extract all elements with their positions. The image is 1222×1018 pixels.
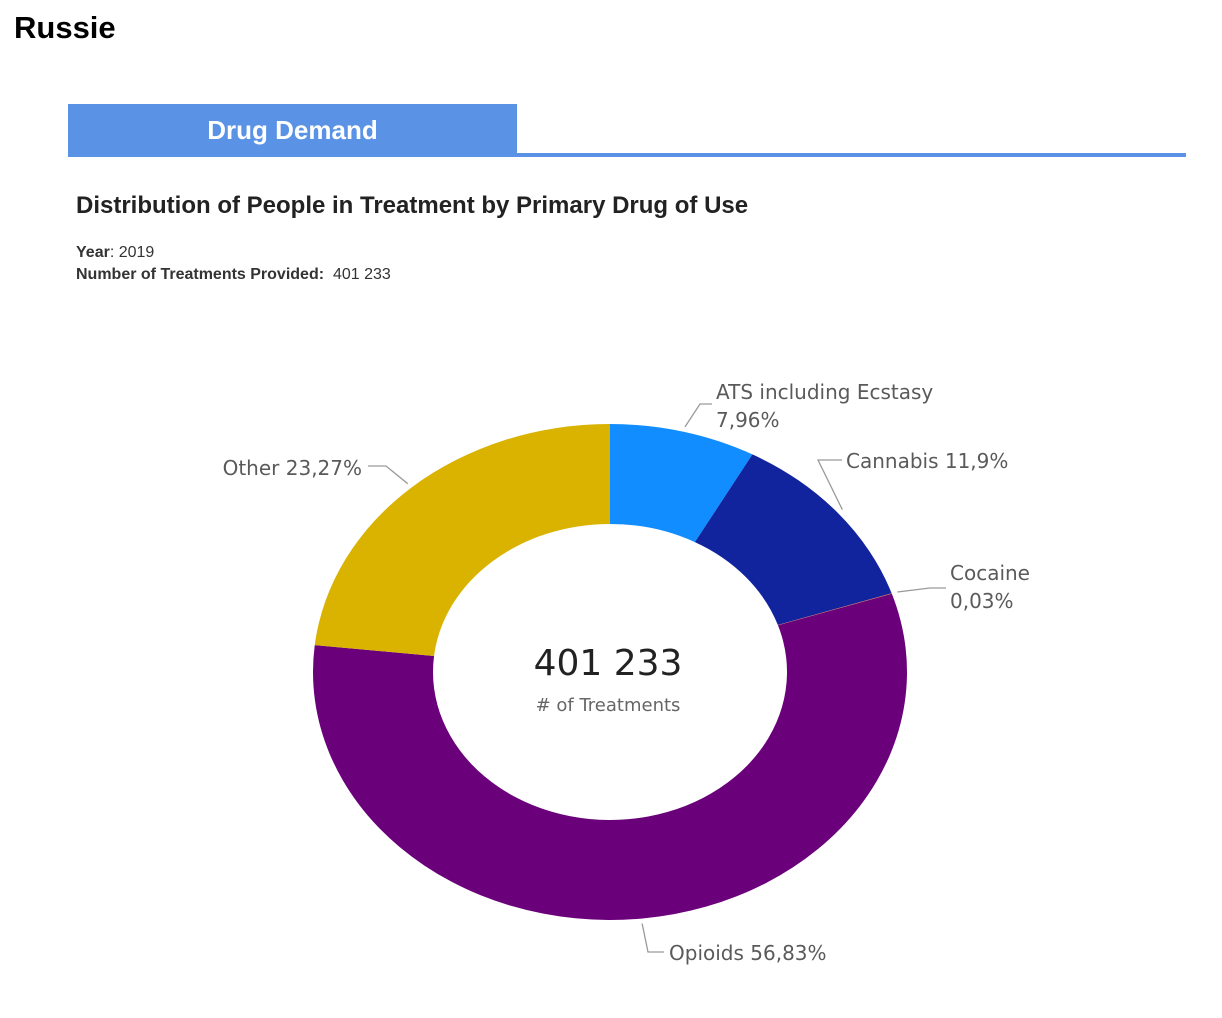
tab-label: Drug Demand bbox=[207, 114, 378, 145]
tab-drug-demand[interactable]: Drug Demand bbox=[68, 104, 517, 156]
chart-title: Distribution of People in Treatment by P… bbox=[76, 192, 749, 219]
count-line: Number of Treatments Provided: 401 233 bbox=[76, 266, 391, 284]
slice-other[interactable] bbox=[314, 424, 610, 656]
leader-opioids bbox=[641, 923, 664, 953]
count-value: 401 233 bbox=[332, 266, 391, 283]
label-cocaine-value: 0,03% bbox=[950, 589, 1014, 613]
slice-ats-including-ecstasy[interactable] bbox=[610, 424, 753, 543]
center-total: 401 233 bbox=[534, 643, 683, 684]
leader-cocaine bbox=[897, 587, 946, 593]
leader-ats-including-ecstasy bbox=[684, 403, 712, 428]
slice-labels: ATS including Ecstasy 7,96% Cannabis 11,9%… bbox=[223, 380, 1030, 965]
year-label: Year bbox=[76, 244, 110, 261]
leader-cannabis bbox=[816, 459, 843, 510]
donut-slices bbox=[312, 424, 908, 921]
year-line: Year: 2019 bbox=[76, 244, 154, 262]
label-ats-including-ecstasy-name: ATS including Ecstasy bbox=[716, 380, 933, 404]
label-opioids: Opioids 56,83% bbox=[669, 941, 827, 965]
page-heading: Russie bbox=[14, 10, 116, 45]
center-caption: # of Treatments bbox=[536, 695, 681, 716]
label-cannabis: Cannabis 11,9% bbox=[846, 449, 1008, 473]
year-colon: : bbox=[109, 244, 119, 261]
leader-other bbox=[368, 465, 409, 485]
leader-lines bbox=[368, 403, 946, 953]
tab-underline bbox=[68, 153, 1186, 157]
label-other: Other 23,27% bbox=[223, 456, 362, 480]
year-value: 2019 bbox=[118, 244, 155, 261]
count-label: Number of Treatments Provided: bbox=[76, 266, 325, 283]
label-cocaine-name: Cocaine bbox=[950, 561, 1030, 585]
slice-opioids[interactable] bbox=[312, 593, 908, 921]
slice-cannabis[interactable] bbox=[694, 454, 892, 626]
label-ats-including-ecstasy-value: 7,96% bbox=[716, 408, 780, 432]
slice-cocaine[interactable] bbox=[777, 593, 892, 626]
